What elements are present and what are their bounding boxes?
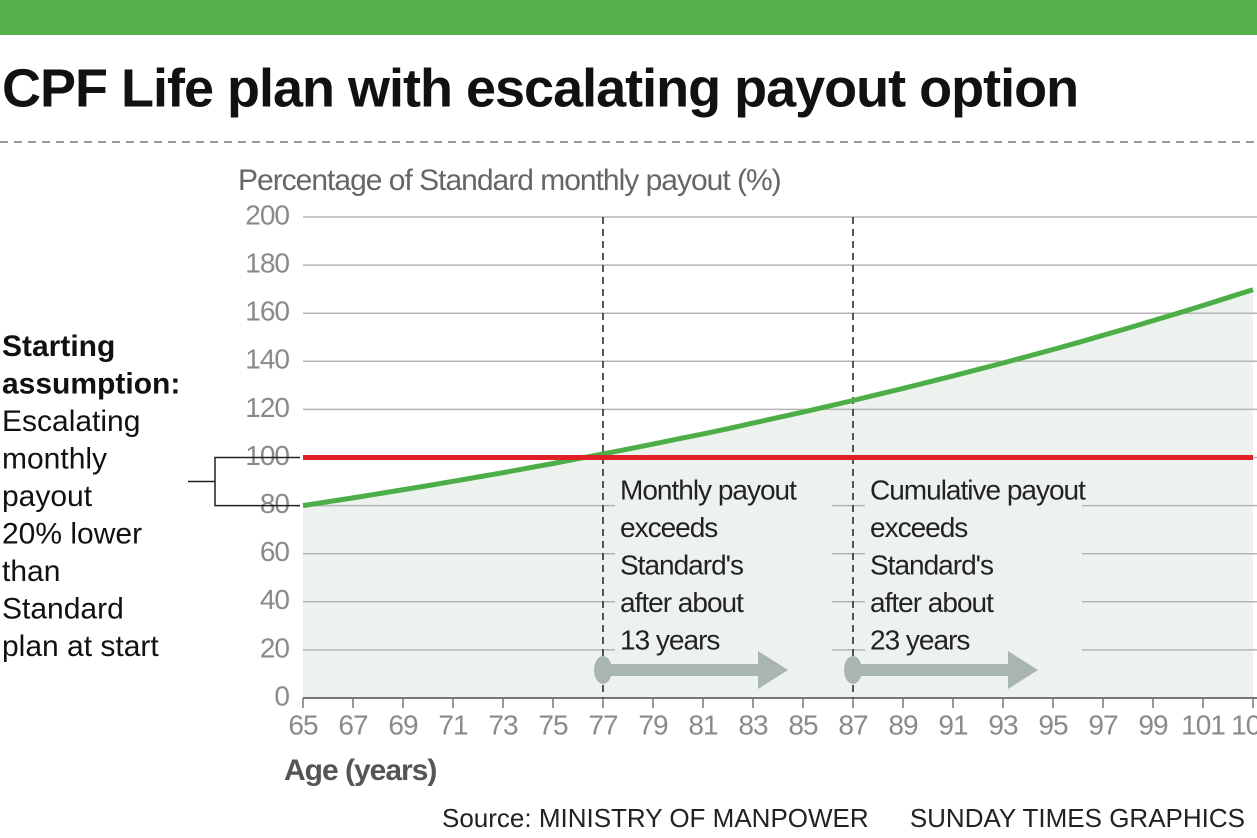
x-tick-label: 75	[538, 709, 568, 740]
y-tick-label: 100	[245, 440, 289, 471]
arrow-tail	[594, 656, 612, 684]
note-box	[615, 470, 832, 658]
source: Source: MINISTRY OF MANPOWER	[442, 803, 869, 833]
y-tick-label: 140	[245, 344, 289, 375]
x-tick-label: 87	[838, 709, 868, 740]
line	[302, 287, 1254, 509]
x-tick-label: 85	[788, 709, 818, 740]
x-tick-label: 73	[488, 709, 518, 740]
note-text: exceeds	[870, 512, 967, 543]
assumption-heading: assumption:	[2, 367, 180, 400]
chart-title: CPF Life plan with escalating payout opt…	[2, 58, 1078, 118]
note-text: Monthly payout	[620, 474, 797, 505]
x-tick-label: 81	[688, 709, 718, 740]
arrow-tail	[844, 656, 862, 684]
assumption-text: payout	[2, 480, 93, 513]
x-tick-label: 71	[438, 709, 468, 740]
note-text: 23 years	[870, 624, 969, 655]
x-tick-label: 83	[738, 709, 768, 740]
assumption-text: than	[2, 555, 60, 588]
assumption-text: plan at start	[2, 630, 159, 663]
note-text: after about	[620, 587, 744, 618]
header-bar	[0, 0, 1257, 35]
note-box	[865, 470, 1082, 658]
y-tick-label: 120	[245, 392, 289, 423]
x-tick-label: 91	[938, 709, 968, 740]
bracket	[188, 456, 300, 507]
note-text: 13 years	[620, 624, 719, 655]
note-text: Cumulative payout	[870, 474, 1086, 505]
note-text: Standard's	[620, 549, 743, 580]
y-tick-label: 60	[260, 536, 290, 567]
x-tick-label: 97	[1088, 709, 1118, 740]
credit: SUNDAY TIMES GRAPHICS	[910, 803, 1245, 833]
assumption-text: 20% lower	[2, 517, 142, 550]
assumption-text: monthly	[2, 442, 107, 475]
x-tick-label: 65	[288, 709, 318, 740]
x-tick-label: 77	[588, 709, 618, 740]
y-tick-label: 40	[260, 584, 290, 615]
y-axis-label: Percentage of Standard monthly payout (%…	[238, 164, 781, 197]
x-tick-label: 69	[388, 709, 418, 740]
y-tick-label: 180	[245, 247, 289, 278]
x-tick-label: 67	[338, 709, 368, 740]
x-tick-label: 79	[638, 709, 668, 740]
assumption-text: Standard	[2, 592, 124, 625]
y-tick-label: 160	[245, 296, 289, 327]
y-tick-label: 200	[245, 199, 289, 230]
x-axis-label: Age (years)	[284, 754, 436, 787]
arrow-head	[758, 651, 788, 689]
x-tick-label: 93	[988, 709, 1018, 740]
y-tick-label: 20	[260, 632, 290, 663]
x-tick-label: 103	[1231, 709, 1257, 740]
assumption-text: Escalating	[2, 405, 140, 438]
note-text: after about	[870, 587, 994, 618]
note-text: Standard's	[870, 549, 993, 580]
arrow-head	[1008, 651, 1038, 689]
x-tick-label: 99	[1138, 709, 1168, 740]
x-tick-label: 101	[1181, 709, 1225, 740]
assumption-heading: Starting	[2, 330, 115, 363]
y-tick-label: 0	[274, 680, 289, 711]
y-tick-label: 80	[260, 488, 290, 519]
x-tick-label: 89	[888, 709, 918, 740]
note-text: exceeds	[620, 512, 717, 543]
x-tick-label: 95	[1038, 709, 1068, 740]
